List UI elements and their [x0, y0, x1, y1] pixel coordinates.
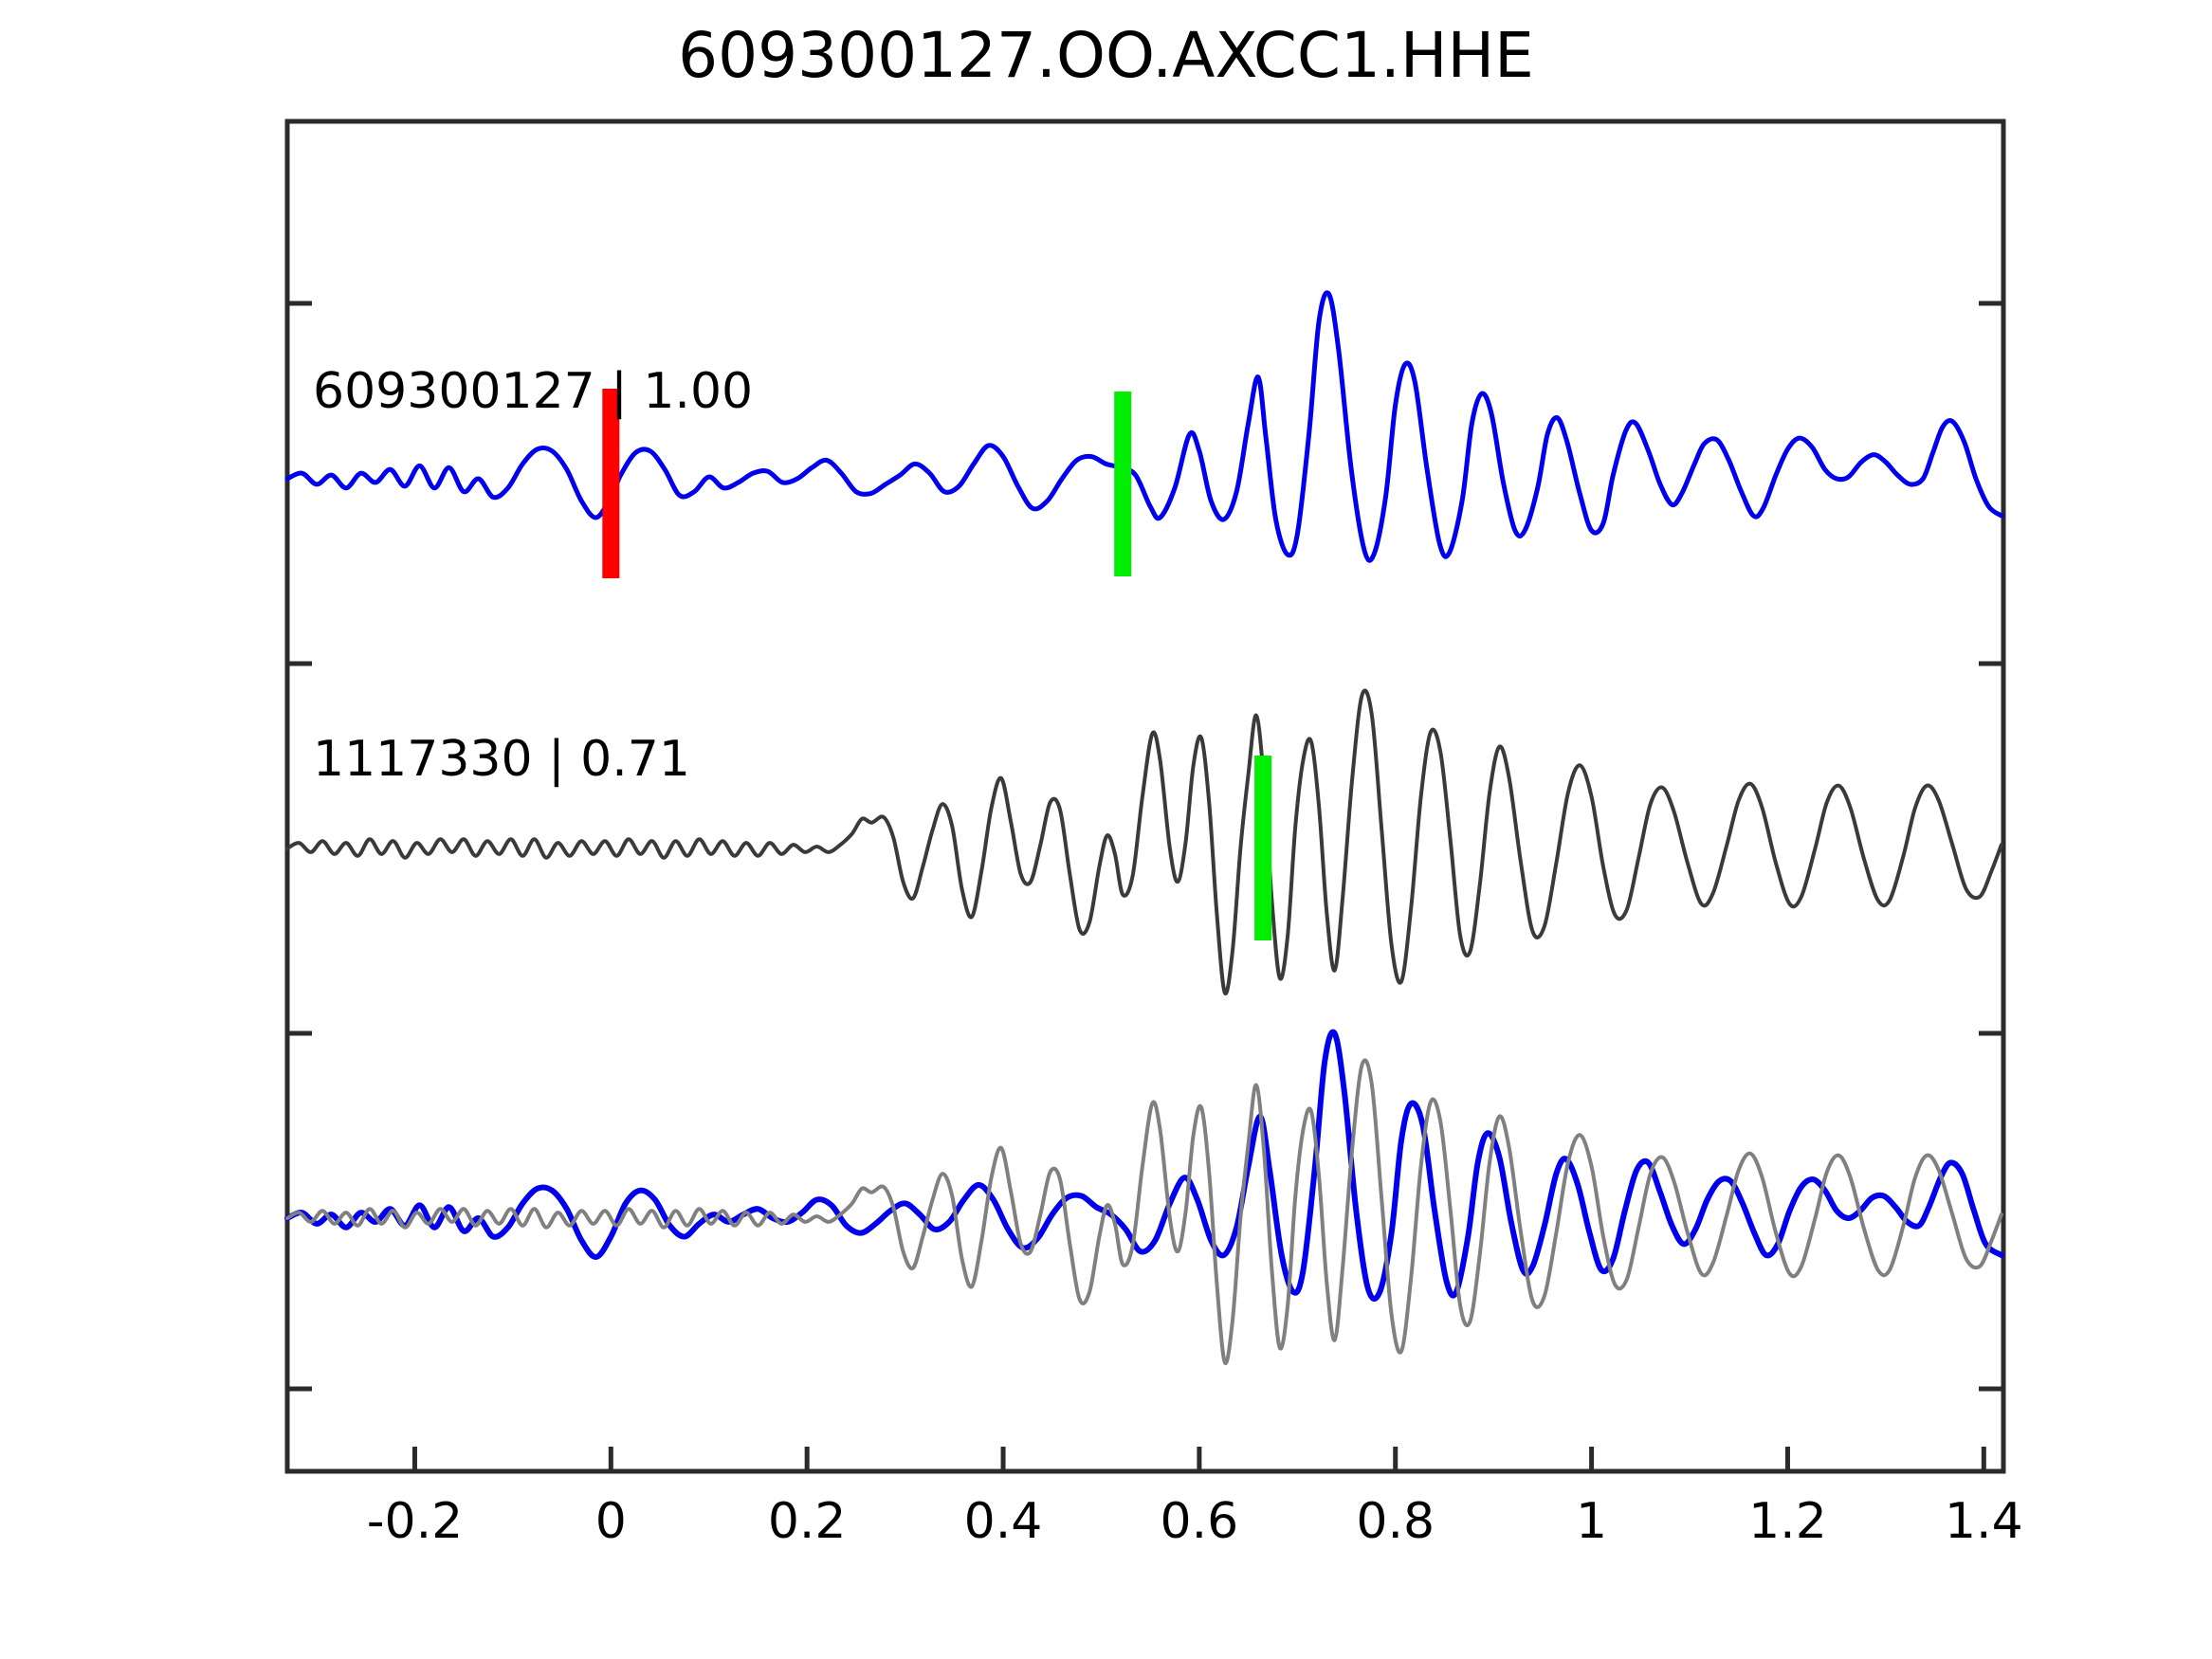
x-tick-label: 1.4	[1945, 1493, 2023, 1550]
x-axis-ticks: -0.2 0 0.2 0.4 0.6 0.8 1 1.2 1.4	[367, 1447, 2023, 1550]
x-tick-label: 0.2	[768, 1493, 847, 1550]
trace-label-609300127: 609300127 | 1.00	[313, 363, 753, 420]
x-tick-label: 0.8	[1356, 1493, 1435, 1550]
origin-time-marker	[602, 389, 620, 578]
y-axis-ticks	[287, 301, 2003, 1392]
page-title: 609300127.OO.AXCC1.HHE	[678, 19, 1534, 92]
phase-markers	[602, 389, 1272, 940]
phase-pick-marker-trace2	[1254, 756, 1272, 940]
waveform-traces	[284, 290, 2004, 1365]
x-tick-label: 1.2	[1748, 1493, 1827, 1550]
x-tick-label: 1	[1576, 1493, 1607, 1550]
waveform-1117330-aligned	[285, 1058, 2003, 1365]
phase-pick-marker-trace1	[1114, 392, 1132, 576]
x-tick-label: 0.6	[1161, 1493, 1239, 1550]
x-tick-label: -0.2	[367, 1493, 463, 1550]
plot-frame	[284, 118, 2006, 1474]
waveform-609300127	[284, 290, 2004, 563]
axes-border	[284, 118, 2006, 1474]
x-tick-label: 0.4	[964, 1493, 1043, 1550]
trace-label-1117330: 1117330 | 0.71	[313, 731, 690, 788]
waveform-1117330	[285, 688, 2003, 995]
x-tick-label: 0	[595, 1493, 627, 1550]
